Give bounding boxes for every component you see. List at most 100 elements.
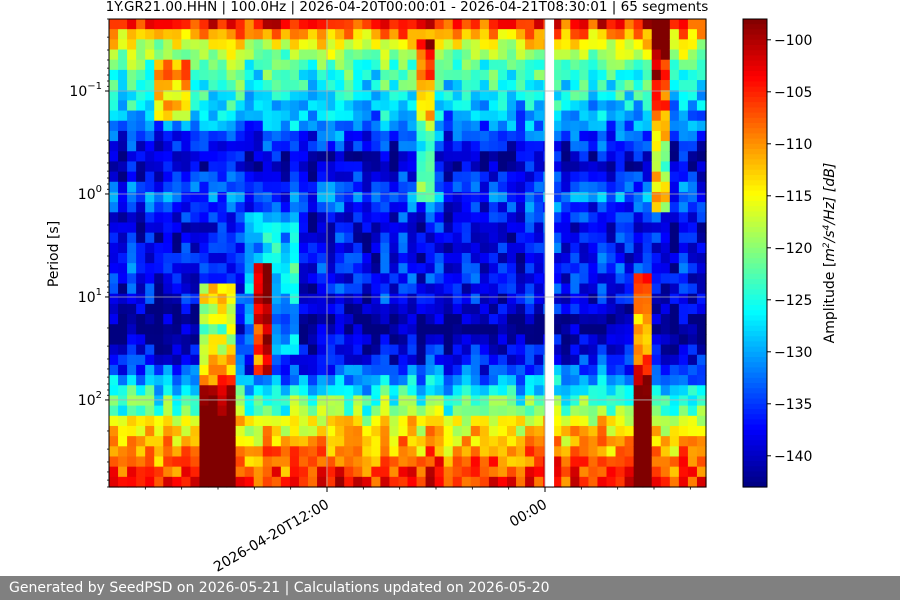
heatmap-cell bbox=[199, 29, 210, 40]
heatmap-cell bbox=[624, 425, 635, 437]
heatmap-cell bbox=[344, 141, 354, 152]
heatmap-cell bbox=[271, 344, 282, 356]
heatmap-cell bbox=[118, 293, 128, 305]
heatmap-cell bbox=[226, 232, 237, 244]
heatmap-cell bbox=[461, 253, 472, 264]
heatmap-cell bbox=[669, 19, 680, 30]
heatmap-cell bbox=[407, 395, 418, 407]
heatmap-cell bbox=[669, 314, 680, 325]
heatmap-cell bbox=[669, 100, 680, 112]
heatmap-cell bbox=[443, 212, 454, 224]
heatmap-cell bbox=[497, 446, 508, 458]
colorbar-tick-label: −120 bbox=[774, 241, 812, 257]
heatmap-cell bbox=[479, 476, 490, 488]
heatmap-cell bbox=[443, 130, 454, 142]
colorbar-step bbox=[743, 86, 767, 93]
heatmap-cell bbox=[488, 446, 499, 458]
heatmap-cell bbox=[262, 425, 273, 437]
heatmap-cell bbox=[416, 283, 427, 295]
heatmap-cell bbox=[217, 232, 228, 244]
heatmap-cell bbox=[109, 242, 119, 254]
heatmap-cell bbox=[344, 19, 354, 30]
heatmap-cell bbox=[163, 364, 173, 376]
heatmap-cell bbox=[298, 415, 309, 427]
heatmap-cell bbox=[118, 415, 128, 427]
heatmap-cell bbox=[534, 141, 544, 152]
heatmap-cell bbox=[452, 415, 463, 427]
heatmap-cell bbox=[443, 273, 454, 285]
heatmap-cell bbox=[470, 415, 481, 427]
heatmap-cell bbox=[353, 364, 363, 376]
heatmap-cell bbox=[597, 110, 608, 122]
heatmap-cell bbox=[588, 80, 599, 91]
heatmap-cell bbox=[199, 456, 210, 468]
heatmap-cell bbox=[262, 59, 273, 71]
heatmap-cell bbox=[289, 130, 300, 142]
heatmap-cell bbox=[597, 466, 608, 478]
heatmap-cell bbox=[271, 375, 282, 386]
heatmap-cell bbox=[145, 232, 155, 244]
heatmap-cell bbox=[434, 446, 445, 458]
heatmap-cell bbox=[642, 222, 653, 234]
heatmap-cell bbox=[163, 385, 173, 397]
heatmap-cell bbox=[344, 263, 354, 274]
heatmap-cell bbox=[253, 19, 264, 30]
heatmap-cell bbox=[145, 171, 155, 183]
heatmap-cell bbox=[696, 405, 707, 417]
heatmap-cell bbox=[154, 242, 164, 254]
heatmap-cell bbox=[308, 344, 318, 356]
heatmap-cell bbox=[579, 212, 590, 224]
heatmap-cell bbox=[678, 161, 689, 173]
heatmap-cell bbox=[488, 436, 499, 447]
heatmap-cell bbox=[127, 293, 137, 305]
heatmap-cell bbox=[163, 222, 173, 234]
heatmap-cell bbox=[479, 151, 490, 163]
heatmap-cell bbox=[217, 100, 228, 112]
heatmap-cell bbox=[235, 344, 246, 356]
heatmap-cell bbox=[353, 253, 363, 264]
heatmap-cell bbox=[443, 476, 454, 488]
colorbar-step bbox=[743, 440, 767, 446]
heatmap-cell bbox=[289, 59, 300, 71]
heatmap-cell bbox=[362, 334, 372, 346]
heatmap-cell bbox=[262, 273, 273, 285]
heatmap-cell bbox=[344, 344, 354, 356]
heatmap-cell bbox=[534, 314, 544, 325]
heatmap-cell bbox=[570, 344, 580, 356]
heatmap-cell bbox=[136, 324, 146, 335]
heatmap-cell bbox=[217, 314, 228, 325]
heatmap-cell bbox=[416, 405, 427, 417]
heatmap-cell bbox=[642, 405, 653, 417]
heatmap-cell bbox=[127, 273, 137, 285]
heatmap-cell bbox=[136, 69, 146, 81]
colorbar-step bbox=[743, 149, 767, 155]
colorbar-step bbox=[743, 216, 767, 223]
heatmap-cell bbox=[208, 110, 219, 122]
heatmap-cell bbox=[651, 191, 662, 203]
heatmap-cell bbox=[407, 324, 418, 335]
heatmap-cell bbox=[687, 222, 698, 234]
heatmap-cell bbox=[317, 110, 327, 122]
heatmap-cell bbox=[335, 130, 345, 142]
heatmap-cell bbox=[344, 324, 354, 335]
heatmap-cell bbox=[181, 100, 192, 112]
heatmap-cell bbox=[434, 130, 445, 142]
heatmap-cell bbox=[696, 354, 707, 366]
heatmap-cell bbox=[335, 375, 345, 386]
heatmap-cell bbox=[425, 385, 436, 397]
heatmap-cell bbox=[181, 293, 192, 305]
heatmap-cell bbox=[651, 69, 662, 81]
heatmap-cell bbox=[561, 242, 571, 254]
heatmap-cell bbox=[398, 69, 409, 81]
heatmap-cell bbox=[579, 141, 590, 152]
heatmap-cell bbox=[136, 303, 146, 315]
heatmap-cell bbox=[199, 303, 210, 315]
heatmap-cell bbox=[434, 436, 445, 447]
heatmap-cell bbox=[570, 476, 580, 488]
heatmap-cell bbox=[452, 375, 463, 386]
heatmap-cell bbox=[570, 130, 580, 142]
heatmap-cell bbox=[308, 293, 318, 305]
heatmap-cell bbox=[669, 151, 680, 163]
heatmap-cell bbox=[534, 476, 544, 488]
heatmap-cell bbox=[687, 59, 698, 71]
